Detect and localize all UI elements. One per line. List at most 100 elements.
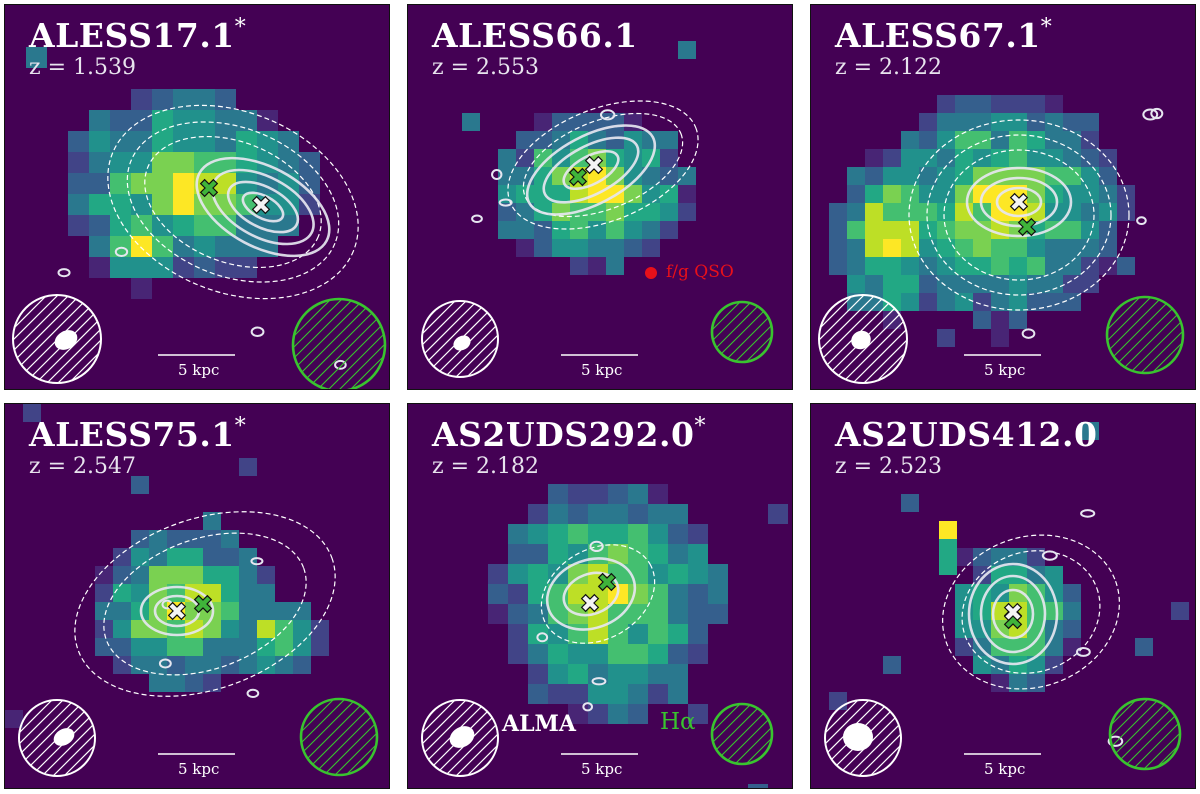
noise-contour [582, 702, 593, 712]
emission-pixel [221, 638, 239, 656]
emission-pixel [628, 704, 648, 724]
emission-pixel [1027, 674, 1045, 692]
emission-pixel [131, 236, 152, 257]
emission-pixel [865, 149, 883, 167]
emission-pixel [608, 504, 628, 524]
emission-pixel [534, 239, 552, 257]
emission-pixel [955, 221, 973, 239]
cross-marker [584, 155, 604, 175]
emission-pixel [185, 674, 203, 692]
halpha-beam-hatch [1107, 297, 1183, 373]
emission-pixel [89, 131, 110, 152]
emission-pixel [588, 504, 608, 524]
emission-pixel [89, 257, 110, 278]
emission-pixel [236, 194, 257, 215]
halpha-beam-circle [710, 702, 774, 766]
emission-pixel [552, 203, 570, 221]
cross-marker [1017, 217, 1037, 237]
emission-pixel [1009, 239, 1027, 257]
emission-pixel [1009, 167, 1027, 185]
emission-pixel [131, 278, 152, 299]
emission-pixel [628, 484, 648, 504]
emission-pixel [937, 95, 955, 113]
qso-marker [645, 267, 657, 279]
scale-bar-label: 5 kpc [178, 361, 220, 379]
emission-pixel [185, 656, 203, 674]
emission-pixel [919, 113, 937, 131]
dashed-contour [522, 112, 684, 218]
emission-pixel [668, 644, 688, 664]
emission-pixel [275, 656, 293, 674]
halpha-centroid-marker [597, 572, 617, 592]
emission-pixel [901, 293, 919, 311]
emission-pixel [131, 131, 152, 152]
emission-pixel [991, 131, 1009, 149]
emission-pixel [95, 602, 113, 620]
emission-pixel [901, 239, 919, 257]
noise-contour [1142, 108, 1159, 121]
emission-pixel [919, 149, 937, 167]
halpha-map [421, 41, 774, 378]
emission-pixel [221, 548, 239, 566]
emission-pixel [1045, 149, 1063, 167]
emission-pixel [68, 194, 89, 215]
emission-pixel [955, 113, 973, 131]
emission-pixel [628, 644, 648, 664]
emission-pixel [1117, 185, 1135, 203]
emission-pixel [991, 311, 1009, 329]
emission-pixel [299, 152, 320, 173]
panel-aless17-1: ALESS17.1* z = 1.539 5 kpc [4, 4, 390, 390]
emission-pixel [883, 149, 901, 167]
alma-beam-circle [818, 294, 908, 384]
panel-title: ALESS17.1* [29, 15, 247, 55]
emission-pixel [668, 604, 688, 624]
emission-pixel [498, 185, 516, 203]
emission-pixel [606, 257, 624, 275]
emission-pixel [660, 185, 678, 203]
emission-pixel [588, 524, 608, 544]
emission-pixel [1081, 221, 1099, 239]
emission-pixel [488, 584, 508, 604]
emission-pixel [991, 584, 1009, 602]
emission-pixel [131, 620, 149, 638]
emission-pixel [1063, 221, 1081, 239]
emission-pixel [534, 131, 552, 149]
emission-pixel [1081, 275, 1099, 293]
scale-bar-label: 5 kpc [581, 361, 623, 379]
emission-pixel [167, 530, 185, 548]
emission-pixel [173, 152, 194, 173]
emission-pixel [236, 215, 257, 236]
emission-pixel [516, 239, 534, 257]
emission-pixel [167, 548, 185, 566]
emission-pixel [1081, 239, 1099, 257]
emission-pixel [548, 684, 568, 704]
emission-pixel [498, 149, 516, 167]
emission-pixel [1081, 203, 1099, 221]
dashed-contour [908, 119, 1130, 311]
emission-pixel [278, 131, 299, 152]
emission-pixel [608, 624, 628, 644]
emission-pixel [275, 602, 293, 620]
emission-pixel [973, 311, 991, 329]
noise-contour [1080, 509, 1096, 518]
emission-pixel [648, 624, 668, 644]
emission-pixel [668, 564, 688, 584]
panel-aless67-1: ALESS67.1* z = 2.122 5 kpc [810, 4, 1196, 390]
dashed-contour [126, 121, 340, 283]
noise-contour [491, 169, 503, 180]
emission-pixel [149, 566, 167, 584]
emission-pixel [937, 185, 955, 203]
emission-pixel [973, 275, 991, 293]
emission-pixel [236, 110, 257, 131]
emission-pixel [110, 236, 131, 257]
emission-pixel [883, 239, 901, 257]
emission-pixel [829, 257, 847, 275]
emission-pixel [608, 644, 628, 664]
emission-pixel [973, 203, 991, 221]
redshift-label: z = 2.122 [835, 55, 942, 80]
emission-pixel [257, 131, 278, 152]
emission-pixel [1009, 95, 1027, 113]
emission-pixel [239, 566, 257, 584]
emission-pixel [508, 544, 528, 564]
emission-pixel [1027, 95, 1045, 113]
